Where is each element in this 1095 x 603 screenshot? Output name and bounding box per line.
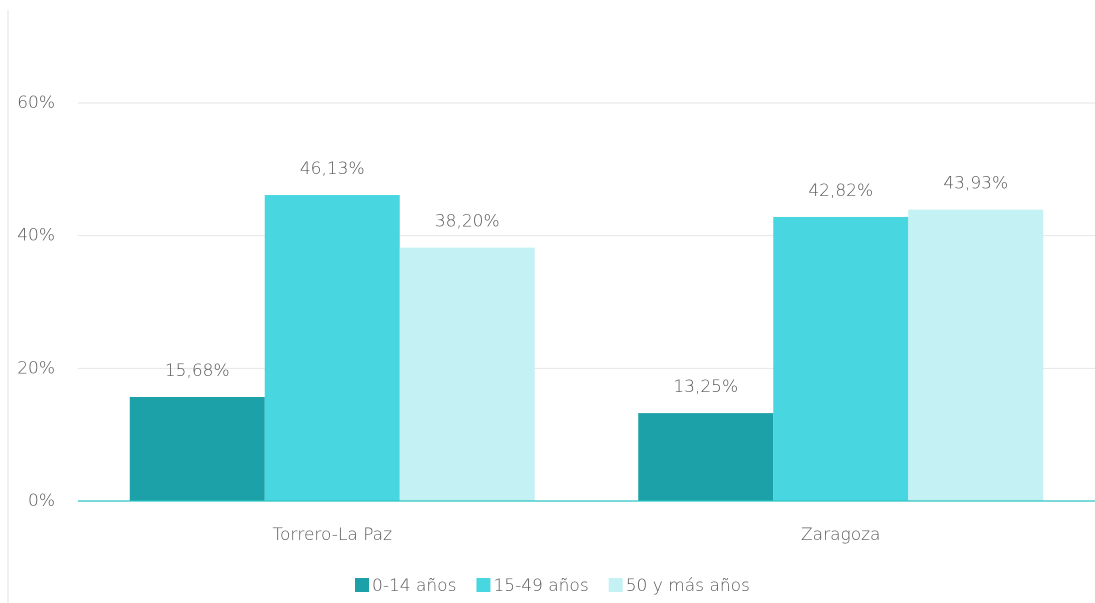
- data-label: 13,25%: [673, 377, 738, 397]
- data-label: 43,93%: [943, 174, 1008, 194]
- y-tick-label: 20%: [17, 358, 55, 378]
- data-label: 42,82%: [808, 181, 873, 201]
- legend-label: 15-49 años: [493, 576, 588, 596]
- y-tick-label: 0%: [28, 491, 55, 511]
- y-tick-label: 60%: [17, 93, 55, 113]
- x-tick-label: Torrero-La Paz: [272, 525, 392, 545]
- bar: [908, 209, 1044, 501]
- legend-swatch: [476, 578, 491, 592]
- x-tick-label: Zaragoza: [801, 525, 880, 545]
- bar: [773, 216, 909, 501]
- bar: [399, 247, 535, 501]
- legend-label: 0-14 años: [372, 576, 456, 596]
- legend-swatch: [608, 578, 623, 592]
- legend-label: 50 y más años: [626, 576, 750, 596]
- data-label: 15,68%: [165, 361, 230, 381]
- data-label: 46,13%: [300, 159, 365, 179]
- bar: [638, 413, 774, 501]
- bar: [129, 396, 265, 501]
- legend-swatch: [355, 578, 369, 592]
- data-label: 38,20%: [435, 212, 500, 232]
- y-tick-label: 40%: [17, 226, 55, 246]
- bar: [264, 195, 400, 501]
